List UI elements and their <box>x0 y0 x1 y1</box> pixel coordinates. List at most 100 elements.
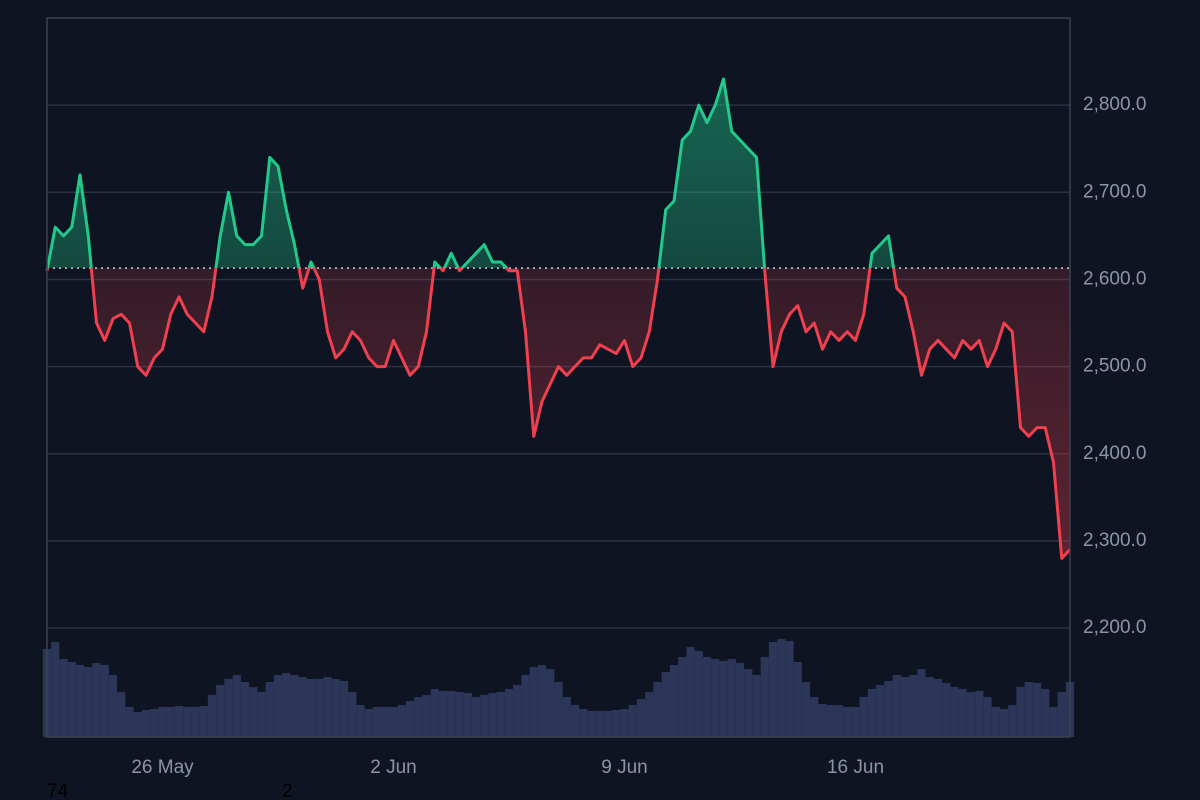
volume-bar <box>463 693 472 737</box>
volume-bar <box>141 710 151 737</box>
volume-bar <box>562 697 571 737</box>
volume-bar <box>1049 707 1058 737</box>
volume-bar <box>595 711 604 737</box>
volume-bar <box>579 709 588 737</box>
volume-bar <box>191 707 200 737</box>
volume-bar <box>760 657 769 737</box>
volume-bar <box>306 679 316 737</box>
volume-bar <box>892 675 901 737</box>
volume-bar <box>315 679 324 737</box>
y-tick-label: 2,200.0 <box>1083 617 1146 638</box>
volume-bar <box>719 661 728 737</box>
volume-bar <box>348 692 357 737</box>
volume-bar <box>669 665 679 737</box>
y-tick-label: 2,400.0 <box>1083 443 1146 464</box>
volume-bar <box>834 705 844 737</box>
volume-bar <box>884 681 893 737</box>
area-down <box>47 268 1070 559</box>
volume-bar <box>867 689 877 737</box>
volume-bar <box>471 697 481 737</box>
volume-bar <box>273 675 283 737</box>
volume-bar <box>249 687 258 737</box>
volume-bar <box>917 669 926 737</box>
volume-bar <box>240 682 250 737</box>
volume-bar <box>257 692 266 737</box>
volume-bar <box>372 707 382 737</box>
volume-bar <box>686 647 695 737</box>
volume-bar <box>290 675 299 737</box>
price-line-up <box>45 77 896 269</box>
volume-bar <box>51 642 60 737</box>
volume-bar <box>554 682 563 737</box>
volume-bar <box>67 662 76 737</box>
volume-bar <box>801 682 811 737</box>
volume-bar <box>966 692 976 737</box>
volume-bar <box>166 707 175 737</box>
volume-bar <box>612 710 621 737</box>
volume-bar <box>537 665 547 737</box>
volume-bar <box>975 691 984 737</box>
area-up <box>47 79 894 269</box>
volume-bar <box>702 657 712 737</box>
volume-bar <box>389 707 398 737</box>
volume-bar <box>810 697 819 737</box>
volume-bar <box>92 663 101 737</box>
volume-bar <box>438 691 448 737</box>
y-tick-label: 2,600.0 <box>1083 268 1146 289</box>
volume-bar <box>1032 683 1042 737</box>
volume-bar <box>356 705 365 737</box>
volume-bar <box>1016 687 1025 737</box>
volume-bar <box>942 683 951 737</box>
volume-bar <box>174 706 184 737</box>
volume-bar <box>504 689 514 737</box>
volume-bar <box>991 707 1000 737</box>
volume-bar <box>125 707 134 737</box>
volume-bar <box>843 707 852 737</box>
volume-bar <box>150 709 159 737</box>
volume-bar <box>793 662 802 737</box>
volume-bar <box>108 675 118 737</box>
volume-bar <box>323 677 332 737</box>
footer-text: 2 <box>282 781 293 800</box>
volume-bar <box>999 709 1009 737</box>
plot-border <box>46 17 1071 738</box>
volume-bar <box>628 705 637 737</box>
volume-bar <box>1008 705 1017 737</box>
volume-bar <box>620 709 629 737</box>
volume-bar <box>422 695 431 737</box>
volume-bar <box>711 659 720 737</box>
volume-bar <box>405 701 415 737</box>
volume-bar <box>983 697 992 737</box>
volume-bar <box>430 689 439 737</box>
volume-bar <box>158 707 167 737</box>
volume-bar <box>909 675 918 737</box>
volume-bar <box>876 685 885 737</box>
volume-bar <box>925 677 934 737</box>
volume-bar <box>1057 692 1066 737</box>
volume-bar <box>653 682 662 737</box>
volume-bar <box>496 692 505 737</box>
volume-bar <box>1024 682 1033 737</box>
volume-bar <box>207 695 217 737</box>
x-tick-label: 16 Jun <box>827 757 884 778</box>
volume-bar <box>282 673 291 737</box>
footer-text: 74 <box>47 781 69 800</box>
volume-bar <box>117 692 126 737</box>
volume-bar <box>727 659 736 737</box>
volume-bar <box>818 704 827 737</box>
volume-bar <box>224 679 233 737</box>
volume-bar <box>587 711 596 737</box>
volume-bar <box>661 672 670 737</box>
volume-bar <box>298 677 307 737</box>
y-tick-label: 2,700.0 <box>1083 181 1146 202</box>
y-tick-label: 2,500.0 <box>1083 356 1146 377</box>
volume-bar <box>480 695 489 737</box>
volume-bar <box>678 657 687 737</box>
volume-bar <box>777 639 786 737</box>
volume-bar <box>339 681 349 737</box>
y-tick-label: 2,800.0 <box>1083 94 1146 115</box>
volume-bar <box>521 675 530 737</box>
